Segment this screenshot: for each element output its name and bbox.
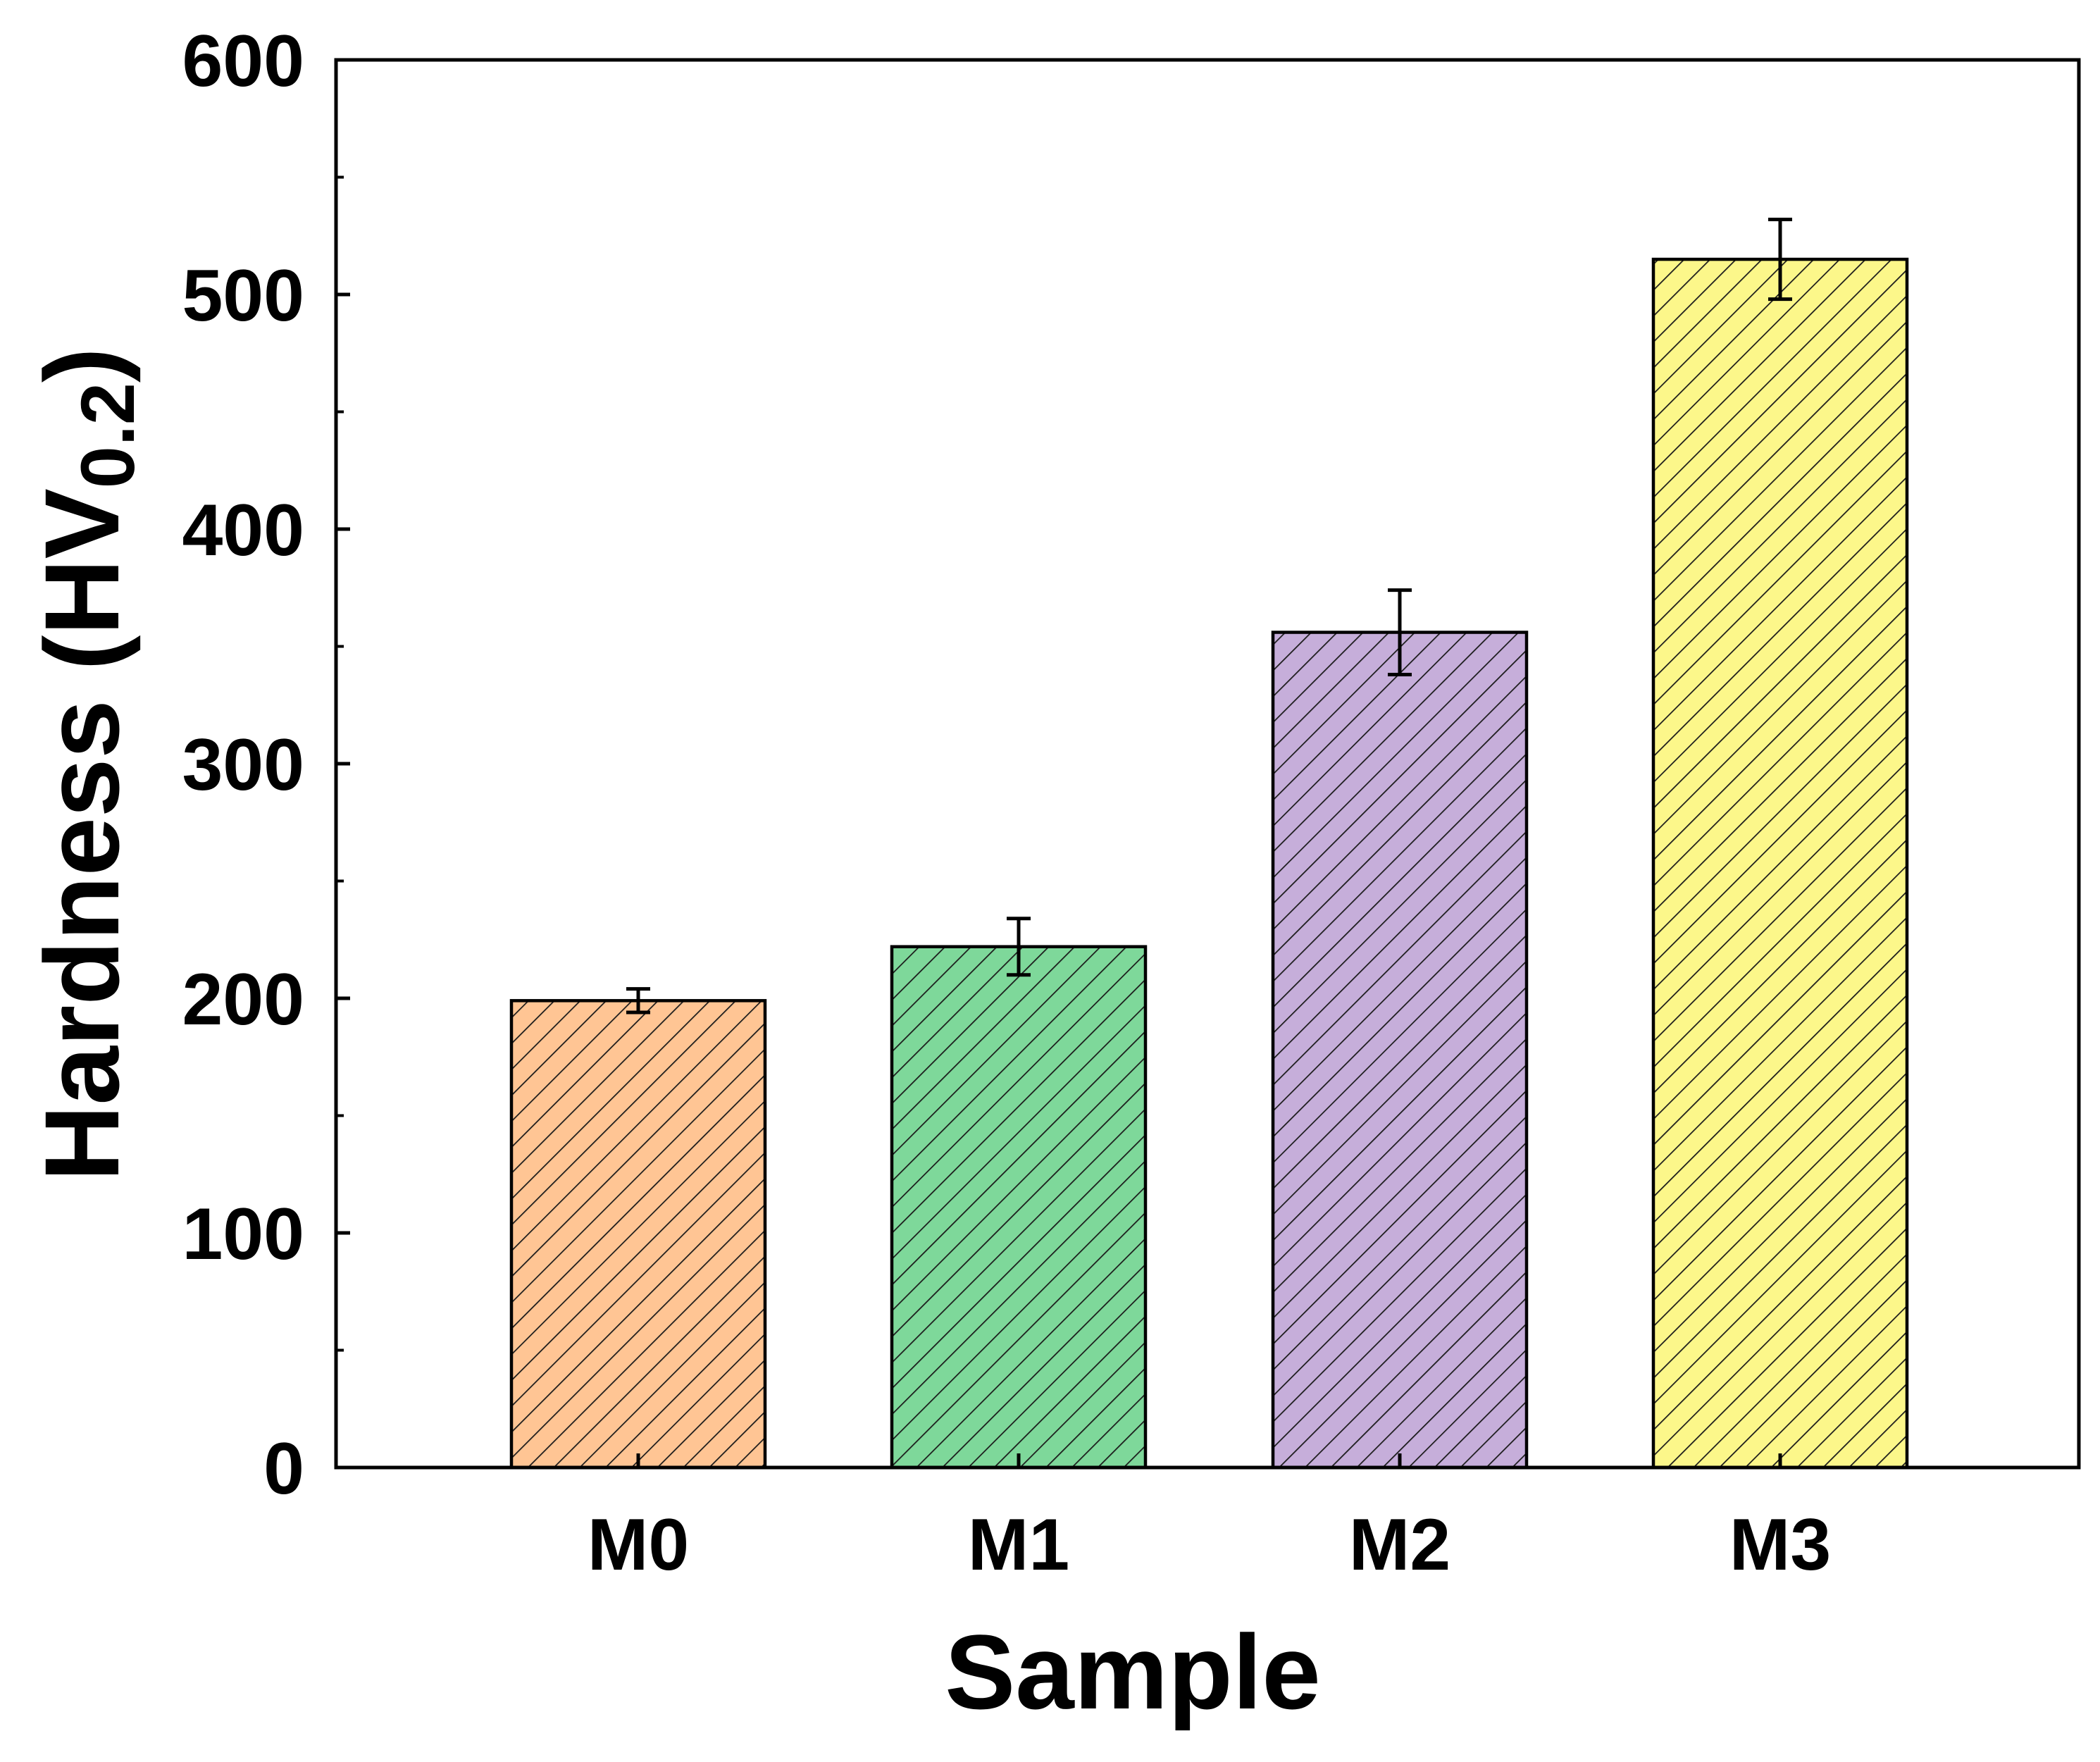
error-bar-m2	[1388, 588, 1412, 676]
y-tick-label: 200	[182, 959, 304, 1041]
bar-m1	[890, 945, 1148, 1470]
y-tick-label: 500	[182, 255, 304, 337]
bar-hatch	[509, 999, 767, 1470]
y-tick-label: 0	[263, 1428, 304, 1510]
y-tick-label: 600	[182, 20, 304, 102]
y-axis-title: Hardness (HV0.2)	[23, 347, 150, 1181]
bar-m0	[509, 999, 767, 1470]
y-tick-label: 100	[182, 1193, 304, 1275]
y-tick-label: 300	[182, 724, 304, 806]
x-tick-label: M3	[1729, 1504, 1831, 1586]
bar-hatch	[890, 945, 1148, 1470]
x-axis-title: Sample	[945, 1613, 1321, 1731]
x-tick-label: M1	[968, 1504, 1069, 1586]
bar-m3	[1651, 257, 1909, 1470]
error-bar-m3	[1768, 217, 1792, 302]
y-tick-label: 400	[182, 490, 304, 571]
bar-hatch	[1651, 257, 1909, 1470]
error-bar-m0	[626, 987, 650, 1015]
x-tick-label: M0	[588, 1504, 689, 1586]
error-bar-m1	[1007, 917, 1031, 977]
bar-hatch	[1271, 631, 1529, 1470]
x-tick-label: M2	[1349, 1504, 1450, 1586]
bar-m2	[1271, 631, 1529, 1470]
